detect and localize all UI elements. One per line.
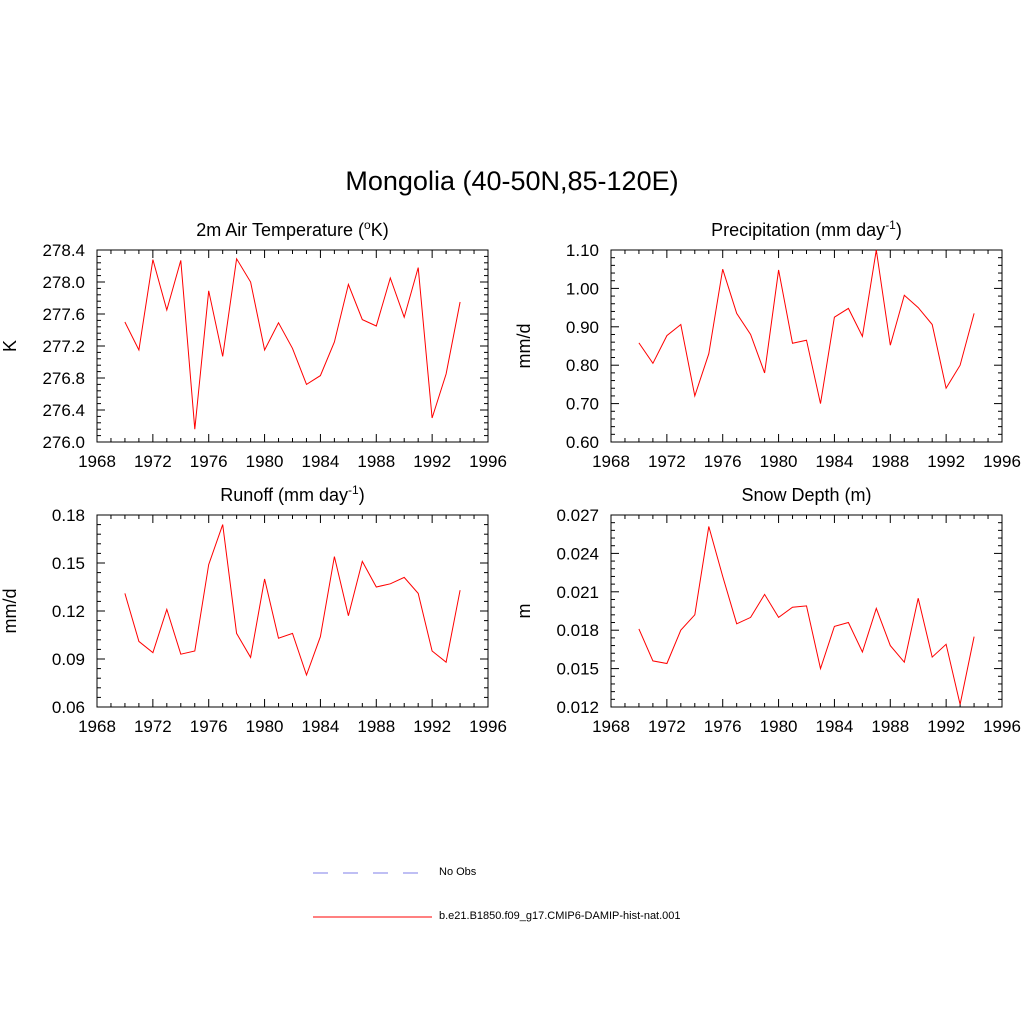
x-tick-label: 1968: [592, 717, 630, 736]
x-tick-label: 1976: [704, 717, 742, 736]
y-axis-label: K: [0, 340, 20, 352]
y-tick-label: 1.00: [566, 279, 599, 298]
panel-title-tail: K): [371, 220, 389, 240]
plot-frame: [96, 249, 489, 443]
y-tick-label: 0.60: [566, 433, 599, 452]
panel-4: 1968 1972 1976 1980 1984 1988 1992 1996 0.012 0.0…: [514, 485, 1021, 736]
y-tick-label: 0.80: [566, 356, 599, 375]
panel-3: 1968 1972 1976 1980 1984 1988 1992 1996 0.06 0.09…: [0, 483, 507, 736]
plot-frame: [610, 249, 1003, 443]
x-tick-label: 1996: [983, 717, 1021, 736]
x-tick-label: 1992: [927, 452, 965, 471]
y-tick-label: 276.8: [42, 369, 85, 388]
y-tick-label: 0.018: [556, 621, 599, 640]
series-line: [124, 257, 461, 430]
y-tick-label: 276.4: [42, 401, 85, 420]
panel-title-tail: ): [896, 220, 902, 240]
panel-2: 1968 1972 1976 1980 1984 1988 1992 1996 0.60 0.70…: [514, 218, 1021, 471]
y-tick-label: 0.09: [52, 650, 85, 669]
x-tick-label: 1984: [302, 452, 340, 471]
x-tick-label: 1992: [413, 452, 451, 471]
x-tick-label: 1988: [871, 717, 909, 736]
y-axis-label: m: [514, 604, 534, 619]
y-tick-label: 0.90: [566, 318, 599, 337]
x-tick-label: 1976: [704, 452, 742, 471]
panel-title-superscript: -1: [348, 483, 359, 497]
panel-1: 1968 1972 1976 1980 1984 1988 1992 1996 276.0 276…: [0, 218, 507, 471]
x-tick-label: 1996: [469, 717, 507, 736]
x-tick-label: 1972: [134, 452, 172, 471]
x-tick-label: 1980: [246, 452, 284, 471]
x-tick-label: 1972: [648, 717, 686, 736]
series-line: [124, 524, 461, 677]
panel-title: Snow Depth (m): [741, 485, 871, 505]
y-tick-label: 0.06: [52, 698, 85, 717]
x-tick-label: 1988: [357, 717, 395, 736]
y-tick-label: 277.2: [42, 337, 85, 356]
y-tick-label: 0.015: [556, 660, 599, 679]
y-tick-label: 0.15: [52, 554, 85, 573]
panel-title-superscript: o: [364, 218, 371, 232]
x-tick-label: 1988: [357, 452, 395, 471]
x-tick-label: 1968: [78, 452, 116, 471]
x-tick-label: 1968: [592, 452, 630, 471]
figure-title: Mongolia (40-50N,85-120E): [345, 166, 679, 196]
y-tick-label: 0.012: [556, 698, 599, 717]
panel-title-tail: ): [359, 485, 365, 505]
series-line: [638, 249, 975, 404]
x-tick-label: 1972: [134, 717, 172, 736]
series-line: [638, 526, 975, 705]
y-tick-label: 276.0: [42, 433, 85, 452]
y-tick-label: 0.12: [52, 602, 85, 621]
x-tick-label: 1984: [816, 452, 854, 471]
x-tick-label: 1992: [413, 717, 451, 736]
y-tick-label: 0.027: [556, 506, 599, 525]
x-tick-label: 1988: [871, 452, 909, 471]
y-tick-label: 0.18: [52, 506, 85, 525]
y-tick-label: 278.4: [42, 241, 85, 260]
plot-frame: [96, 514, 489, 708]
x-tick-label: 1968: [78, 717, 116, 736]
panel-title: Precipitation (mm day-1): [711, 218, 902, 240]
panel-title: 2m Air Temperature (oK): [196, 218, 388, 240]
panel-title-superscript: -1: [885, 218, 896, 232]
plot-frame: [610, 514, 1003, 708]
x-tick-label: 1976: [190, 717, 228, 736]
panel-title: Runoff (mm day-1): [220, 483, 364, 505]
y-axis-label: mm/d: [514, 324, 534, 369]
x-tick-label: 1976: [190, 452, 228, 471]
x-tick-label: 1980: [760, 452, 798, 471]
x-tick-label: 1996: [983, 452, 1021, 471]
y-axis-label: mm/d: [0, 589, 20, 634]
x-tick-label: 1984: [816, 717, 854, 736]
y-tick-label: 1.10: [566, 241, 599, 260]
legend-lines: [313, 872, 432, 918]
x-tick-label: 1996: [469, 452, 507, 471]
x-tick-label: 1984: [302, 717, 340, 736]
y-tick-label: 0.021: [556, 583, 599, 602]
x-tick-label: 1980: [246, 717, 284, 736]
x-tick-label: 1992: [927, 717, 965, 736]
x-tick-label: 1980: [760, 717, 798, 736]
y-tick-label: 0.024: [556, 544, 599, 563]
y-tick-label: 0.70: [566, 395, 599, 414]
y-tick-label: 278.0: [42, 273, 85, 292]
y-tick-label: 277.6: [42, 305, 85, 324]
x-tick-label: 1972: [648, 452, 686, 471]
